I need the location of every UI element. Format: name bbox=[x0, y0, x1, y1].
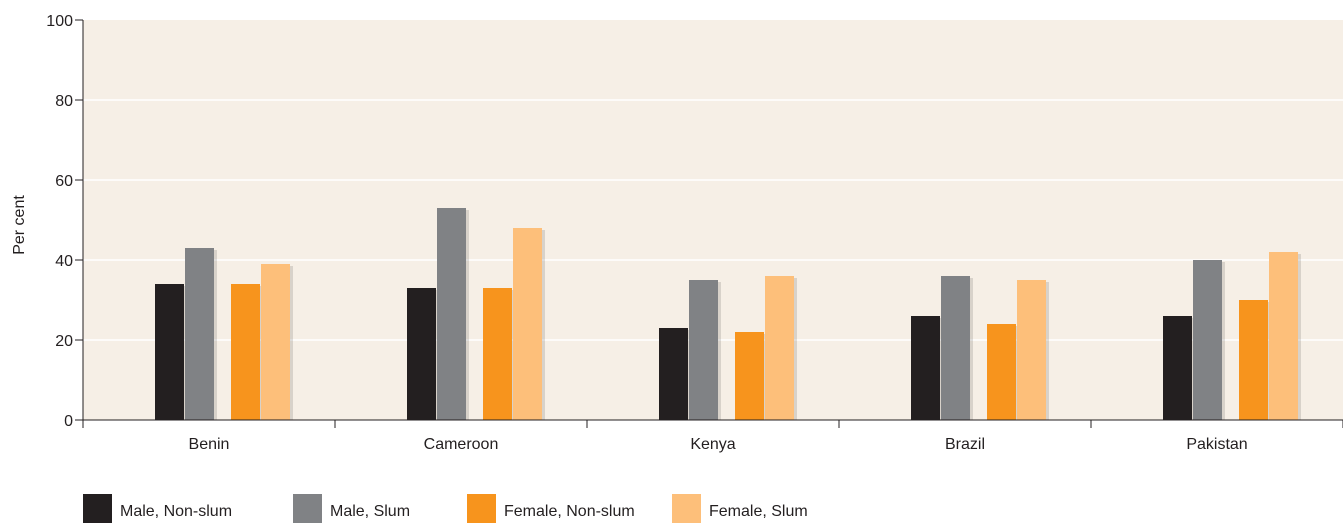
x-tick-label: Benin bbox=[189, 436, 230, 453]
y-tick-label: 80 bbox=[55, 93, 73, 110]
bar bbox=[941, 276, 970, 420]
y-tick-label: 20 bbox=[55, 333, 73, 350]
x-tick-label: Pakistan bbox=[1186, 436, 1247, 453]
bar bbox=[735, 332, 764, 420]
legend-label: Female, Slum bbox=[709, 503, 808, 520]
bar bbox=[261, 264, 290, 420]
bar bbox=[513, 228, 542, 420]
legend-swatch bbox=[467, 494, 496, 523]
bar bbox=[155, 284, 184, 420]
bar bbox=[1163, 316, 1192, 420]
gridlines bbox=[83, 99, 1343, 341]
x-tick-labels: Benin Cameroon Kenya Brazil Pakistan bbox=[189, 436, 1248, 453]
bar bbox=[765, 276, 794, 420]
x-tick-label: Kenya bbox=[690, 436, 735, 453]
bar bbox=[689, 280, 718, 420]
bar bbox=[407, 288, 436, 420]
bar bbox=[437, 208, 466, 420]
bar bbox=[1017, 280, 1046, 420]
legend-label: Male, Non-slum bbox=[120, 503, 232, 520]
legend-item: Male, Non-slum bbox=[83, 494, 232, 523]
legend-label: Female, Non-slum bbox=[504, 503, 635, 520]
legend-swatch bbox=[672, 494, 701, 523]
legend-label: Male, Slum bbox=[330, 503, 410, 520]
bar bbox=[1193, 260, 1222, 420]
legend-item: Male, Slum bbox=[293, 494, 410, 523]
axes bbox=[75, 19, 1343, 428]
legend: Male, Non-slum Male, Slum Female, Non-slum… bbox=[83, 494, 808, 523]
y-axis-title: Per cent bbox=[11, 195, 28, 255]
legend-item: Female, Slum bbox=[672, 494, 808, 523]
legend-item: Female, Non-slum bbox=[467, 494, 635, 523]
legend-swatch bbox=[83, 494, 112, 523]
bar bbox=[659, 328, 688, 420]
bar bbox=[1239, 300, 1268, 420]
bar bbox=[1269, 252, 1298, 420]
bar bbox=[987, 324, 1016, 420]
y-tick-label: 0 bbox=[64, 413, 73, 430]
bar bbox=[231, 284, 260, 420]
x-tick-label: Cameroon bbox=[424, 436, 499, 453]
y-tick-label: 60 bbox=[55, 173, 73, 190]
y-tick-label: 100 bbox=[46, 13, 73, 30]
y-tick-labels: 0 20 40 60 80 100 bbox=[46, 13, 73, 430]
x-tick-label: Brazil bbox=[945, 436, 985, 453]
y-tick-label: 40 bbox=[55, 253, 73, 270]
bars bbox=[155, 208, 1301, 420]
bar bbox=[911, 316, 940, 420]
bar bbox=[185, 248, 214, 420]
legend-swatch bbox=[293, 494, 322, 523]
bar bbox=[483, 288, 512, 420]
